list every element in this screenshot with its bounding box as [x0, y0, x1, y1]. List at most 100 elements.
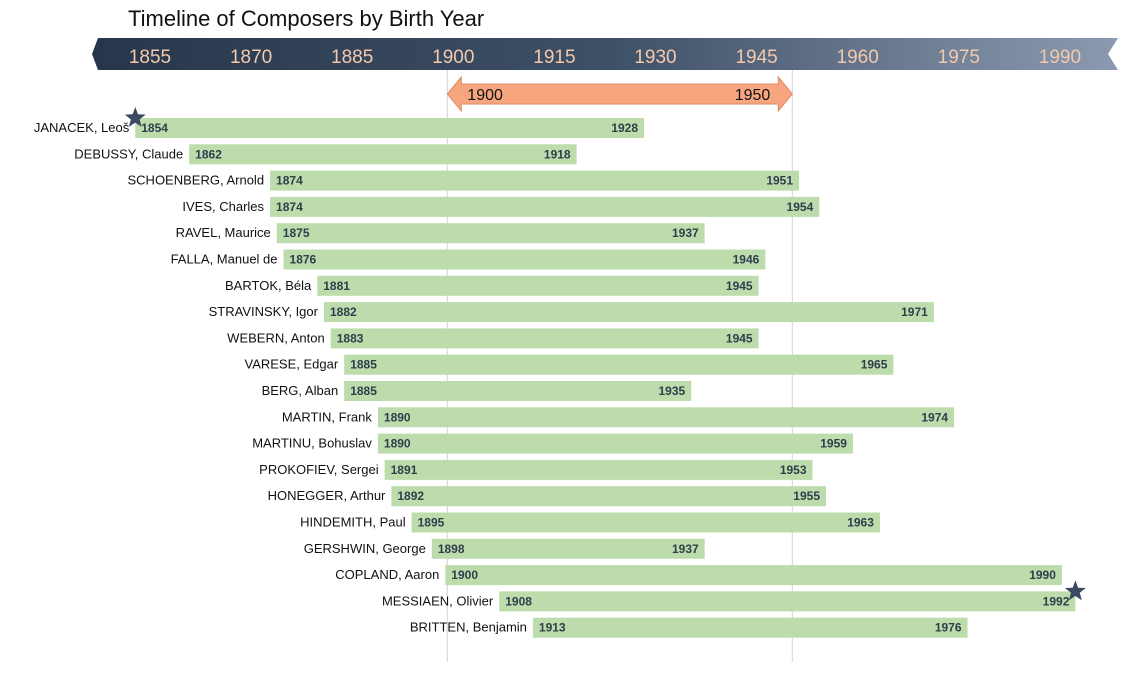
- composer-name-label: RAVEL, Maurice: [176, 225, 271, 240]
- death-year-label: 1928: [611, 121, 638, 135]
- composer-bar: [276, 223, 705, 244]
- axis-tick-label: 1975: [938, 47, 980, 68]
- death-year-label: 1954: [787, 200, 814, 214]
- composer-name-label: GERSHWIN, George: [304, 541, 426, 556]
- death-year-label: 1918: [544, 147, 571, 161]
- birth-year-label: 1885: [350, 384, 377, 398]
- composer-bar: [384, 459, 813, 480]
- composer-name-label: VARESE, Edgar: [244, 357, 338, 372]
- composer-bar: [189, 144, 577, 165]
- birth-year-label: 1890: [384, 410, 411, 424]
- death-year-label: 1946: [733, 253, 760, 267]
- composer-name-label: STRAVINSKY, Igor: [209, 304, 319, 319]
- birth-year-label: 1891: [391, 463, 418, 477]
- composer-bar: [391, 486, 826, 507]
- composer-name-label: IVES, Charles: [182, 199, 264, 214]
- composer-bar: [323, 302, 934, 323]
- composer-name-label: HONEGGER, Arthur: [268, 488, 386, 503]
- death-year-label: 1937: [672, 226, 699, 240]
- death-year-label: 1945: [726, 331, 753, 345]
- range-end-label: 1950: [735, 87, 771, 104]
- death-year-label: 1959: [820, 437, 847, 451]
- death-year-label: 1976: [935, 621, 962, 635]
- axis-tick-label: 1900: [432, 47, 474, 68]
- death-year-label: 1963: [847, 516, 874, 530]
- composer-bar: [330, 328, 759, 349]
- composer-name-label: MARTIN, Frank: [282, 409, 373, 424]
- composer-name-label: DEBUSSY, Claude: [74, 146, 183, 161]
- death-year-label: 1974: [921, 410, 948, 424]
- axis-tick-label: 1855: [129, 47, 171, 68]
- death-year-label: 1953: [780, 463, 807, 477]
- birth-year-label: 1874: [276, 174, 303, 188]
- composer-bar: [445, 565, 1062, 586]
- composer-name-label: HINDEMITH, Paul: [300, 515, 406, 530]
- birth-year-label: 1874: [276, 200, 303, 214]
- death-year-label: 1992: [1043, 594, 1070, 608]
- composer-name-label: FALLA, Manuel de: [171, 252, 278, 267]
- composer-bar: [377, 433, 853, 454]
- death-year-label: 1965: [861, 358, 888, 372]
- axis-tick-label: 1990: [1039, 47, 1081, 68]
- death-year-label: 1937: [672, 542, 699, 556]
- composer-bar: [532, 617, 968, 638]
- composer-bars: JANACEK, Leoš 1854 1928 DEBUSSY, Claude 1862…: [34, 107, 1086, 638]
- birth-year-label: 1883: [337, 331, 364, 345]
- axis-tick-label: 1960: [837, 47, 879, 68]
- composer-name-label: MESSIAEN, Olivier: [382, 593, 494, 608]
- birth-year-label: 1882: [330, 305, 357, 319]
- composer-name-label: SCHOENBERG, Arnold: [128, 173, 265, 188]
- birth-year-label: 1895: [418, 516, 445, 530]
- composer-name-label: PROKOFIEV, Sergei: [259, 462, 379, 477]
- composer-name-label: BRITTEN, Benjamin: [410, 620, 527, 635]
- birth-year-label: 1913: [539, 621, 566, 635]
- composer-name-label: JANACEK, Leoš: [34, 120, 130, 135]
- composer-name-label: BARTOK, Béla: [225, 278, 312, 293]
- birth-year-label: 1876: [290, 253, 317, 267]
- death-year-label: 1935: [658, 384, 685, 398]
- composer-name-label: BERG, Alban: [262, 383, 339, 398]
- highlight-range-arrow: 1900 1950: [446, 75, 793, 113]
- axis-tick-labels: 1855 1870 1885 1900 1915 1930 1945 1960 1975 1990: [129, 47, 1081, 68]
- composer-name-label: WEBERN, Anton: [227, 330, 325, 345]
- star-icon: [1064, 580, 1086, 601]
- axis-tick-label: 1915: [533, 47, 575, 68]
- birth-year-label: 1908: [505, 594, 532, 608]
- birth-year-label: 1881: [323, 279, 350, 293]
- composer-bar: [283, 249, 766, 270]
- composer-bar: [411, 512, 880, 533]
- composer-bar: [344, 381, 692, 401]
- death-year-label: 1955: [793, 489, 820, 503]
- chart-title: Timeline of Composers by Birth Year: [128, 6, 485, 31]
- axis-tick-label: 1945: [735, 47, 777, 68]
- birth-year-label: 1890: [384, 437, 411, 451]
- birth-year-label: 1892: [397, 489, 424, 503]
- range-arrow-shape: [446, 75, 793, 113]
- composer-name-label: MARTINU, Bohuslav: [252, 436, 372, 451]
- composer-name-label: COPLAND, Aaron: [335, 567, 439, 582]
- death-year-label: 1951: [766, 174, 793, 188]
- composer-bar: [270, 170, 800, 191]
- composer-bar: [377, 407, 955, 428]
- axis-tick-label: 1930: [634, 47, 676, 68]
- composer-bar: [431, 538, 705, 559]
- birth-year-label: 1885: [350, 358, 377, 372]
- composer-bar: [344, 354, 894, 375]
- range-start-label: 1900: [467, 87, 503, 104]
- composer-bar: [270, 196, 820, 217]
- star-icon: [124, 107, 146, 127]
- birth-year-label: 1875: [283, 226, 310, 240]
- birth-year-label: 1898: [438, 542, 465, 556]
- birth-year-label: 1900: [451, 568, 478, 582]
- birth-year-label: 1854: [141, 121, 168, 135]
- death-year-label: 1990: [1029, 568, 1056, 582]
- axis-tick-label: 1870: [230, 47, 272, 68]
- timeline-axis-band: [92, 38, 1118, 70]
- composer-bar: [499, 591, 1076, 612]
- composer-bar: [317, 275, 759, 296]
- death-year-label: 1971: [901, 305, 928, 319]
- composer-bar: [135, 118, 645, 138]
- axis-tick-label: 1885: [331, 47, 373, 68]
- death-year-label: 1945: [726, 279, 753, 293]
